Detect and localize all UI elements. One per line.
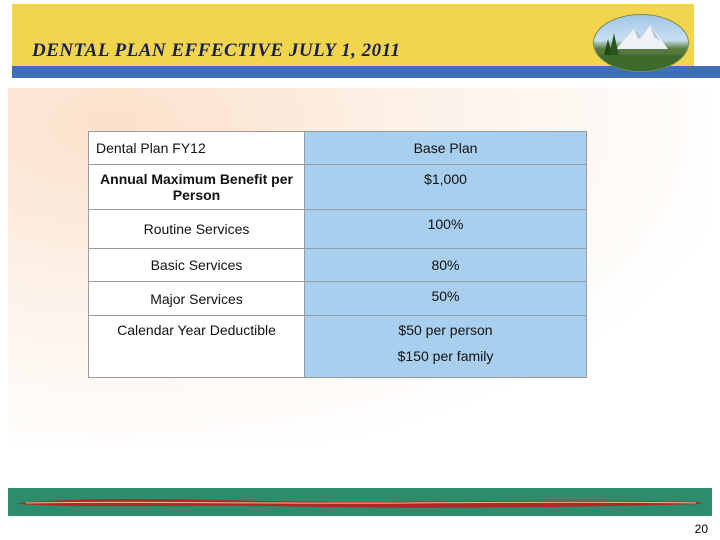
table-row: Routine Services 100%	[88, 209, 587, 249]
row-value-cell: 80%	[304, 248, 587, 282]
table-row: Calendar Year Deductible $50 per person …	[88, 315, 587, 378]
table-row: Major Services 50%	[88, 281, 587, 316]
deductible-family: $150 per family	[397, 348, 494, 364]
footer-ribbon	[18, 499, 702, 508]
row-label-cell: Calendar Year Deductible	[88, 315, 305, 378]
mountain-landscape-logo	[593, 14, 689, 72]
row-value-cell: $50 per person $150 per family	[304, 315, 587, 378]
row-label-cell: Major Services	[88, 281, 305, 316]
header-blue-stripe	[12, 66, 720, 78]
dental-plan-table: Dental Plan FY12 Base Plan Annual Maximu…	[88, 131, 587, 378]
row-label-cell: Basic Services	[88, 248, 305, 282]
table-header-row: Dental Plan FY12 Base Plan	[88, 131, 587, 165]
table-row: Basic Services 80%	[88, 248, 587, 282]
slide-title: DENTAL PLAN EFFECTIVE JULY 1, 2011	[32, 40, 401, 61]
row-label-cell: Annual Maximum Benefit per Person	[88, 164, 305, 210]
table-row: Annual Maximum Benefit per Person $1,000	[88, 164, 587, 210]
row-value-cell: 50%	[304, 281, 587, 316]
row-value-cell: $1,000	[304, 164, 587, 210]
header-value-cell: Base Plan	[304, 131, 587, 165]
page-number: 20	[694, 522, 708, 536]
header-corner	[694, 4, 720, 66]
header-label-cell: Dental Plan FY12	[88, 131, 305, 165]
row-value-cell: 100%	[304, 209, 587, 249]
deductible-person: $50 per person	[398, 322, 493, 338]
row-label-cell: Routine Services	[88, 209, 305, 249]
header-bar	[12, 4, 694, 66]
